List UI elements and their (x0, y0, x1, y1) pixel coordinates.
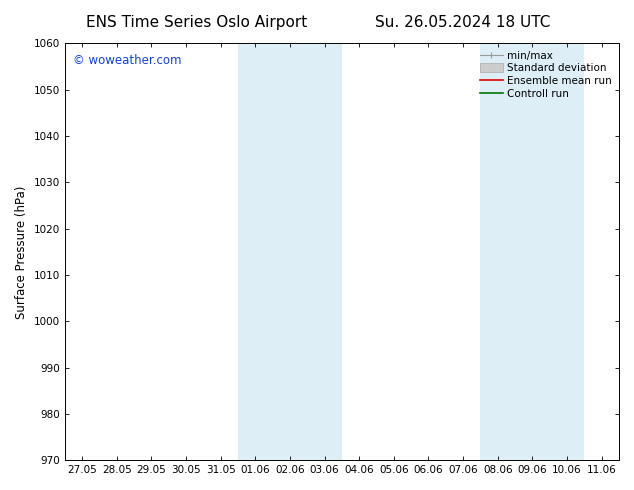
Legend: min/max, Standard deviation, Ensemble mean run, Controll run: min/max, Standard deviation, Ensemble me… (478, 49, 614, 100)
Y-axis label: Surface Pressure (hPa): Surface Pressure (hPa) (15, 185, 28, 318)
Bar (481, 44, 585, 460)
Text: © woweather.com: © woweather.com (73, 54, 181, 67)
Bar (238, 44, 342, 460)
Text: ENS Time Series Oslo Airport: ENS Time Series Oslo Airport (86, 15, 307, 30)
Text: Su. 26.05.2024 18 UTC: Su. 26.05.2024 18 UTC (375, 15, 550, 30)
